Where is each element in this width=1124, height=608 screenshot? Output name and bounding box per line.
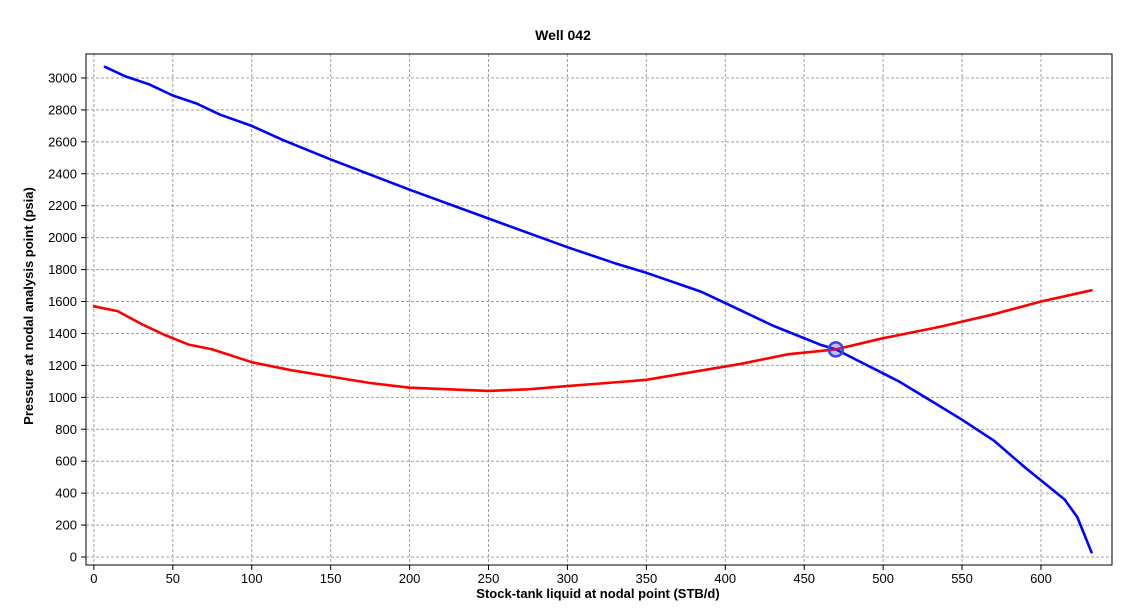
y-tick-label: 0 [70, 550, 77, 565]
y-tick-label: 400 [55, 486, 77, 501]
y-tick-label: 600 [55, 454, 77, 469]
y-axis-label: Pressure at nodal analysis point (psia) [21, 187, 36, 425]
x-tick-label: 0 [90, 571, 97, 586]
y-tick-label: 2800 [48, 102, 77, 117]
x-tick-label: 400 [714, 571, 736, 586]
chart-title: Well 042 [535, 27, 591, 43]
y-tick-label: 2200 [48, 198, 77, 213]
x-axis-label: Stock-tank liquid at nodal point (STB/d) [476, 586, 719, 601]
y-tick-label: 800 [55, 422, 77, 437]
x-tick-label: 50 [166, 571, 180, 586]
y-tick-label: 1800 [48, 262, 77, 277]
series-line-1 [103, 65, 1093, 554]
x-tick-label: 500 [872, 571, 894, 586]
series-line-2 [92, 288, 1093, 393]
y-tick-label: 1200 [48, 358, 77, 373]
y-tick-label: 2400 [48, 166, 77, 181]
grid-layer [86, 54, 1112, 565]
x-tick-label: 200 [399, 571, 421, 586]
series-layer [92, 65, 1093, 554]
x-tick-label: 300 [557, 571, 579, 586]
x-tick-label: 100 [241, 571, 263, 586]
y-tick-label: 2600 [48, 134, 77, 149]
y-tick-label: 2000 [48, 230, 77, 245]
operating-point-marker [827, 341, 845, 358]
x-tick-label: 250 [478, 571, 500, 586]
y-tick-label: 200 [55, 518, 77, 533]
x-tick-label: 550 [951, 571, 973, 586]
y-tick-label: 1400 [48, 326, 77, 341]
y-tick-label: 3000 [48, 70, 77, 85]
x-tick-label: 350 [636, 571, 658, 586]
marker-layer [827, 341, 845, 358]
x-tick-label: 150 [320, 571, 342, 586]
axes-layer: 0 50 100 150 200 250 300 350 400 450 500 550 600 0 200… [48, 53, 1113, 586]
x-tick-label: 450 [793, 571, 815, 586]
y-tick-label: 1600 [48, 294, 77, 309]
y-tick-label: 1000 [48, 390, 77, 405]
plot-frame [85, 53, 1113, 566]
x-tick-label: 600 [1030, 571, 1052, 586]
